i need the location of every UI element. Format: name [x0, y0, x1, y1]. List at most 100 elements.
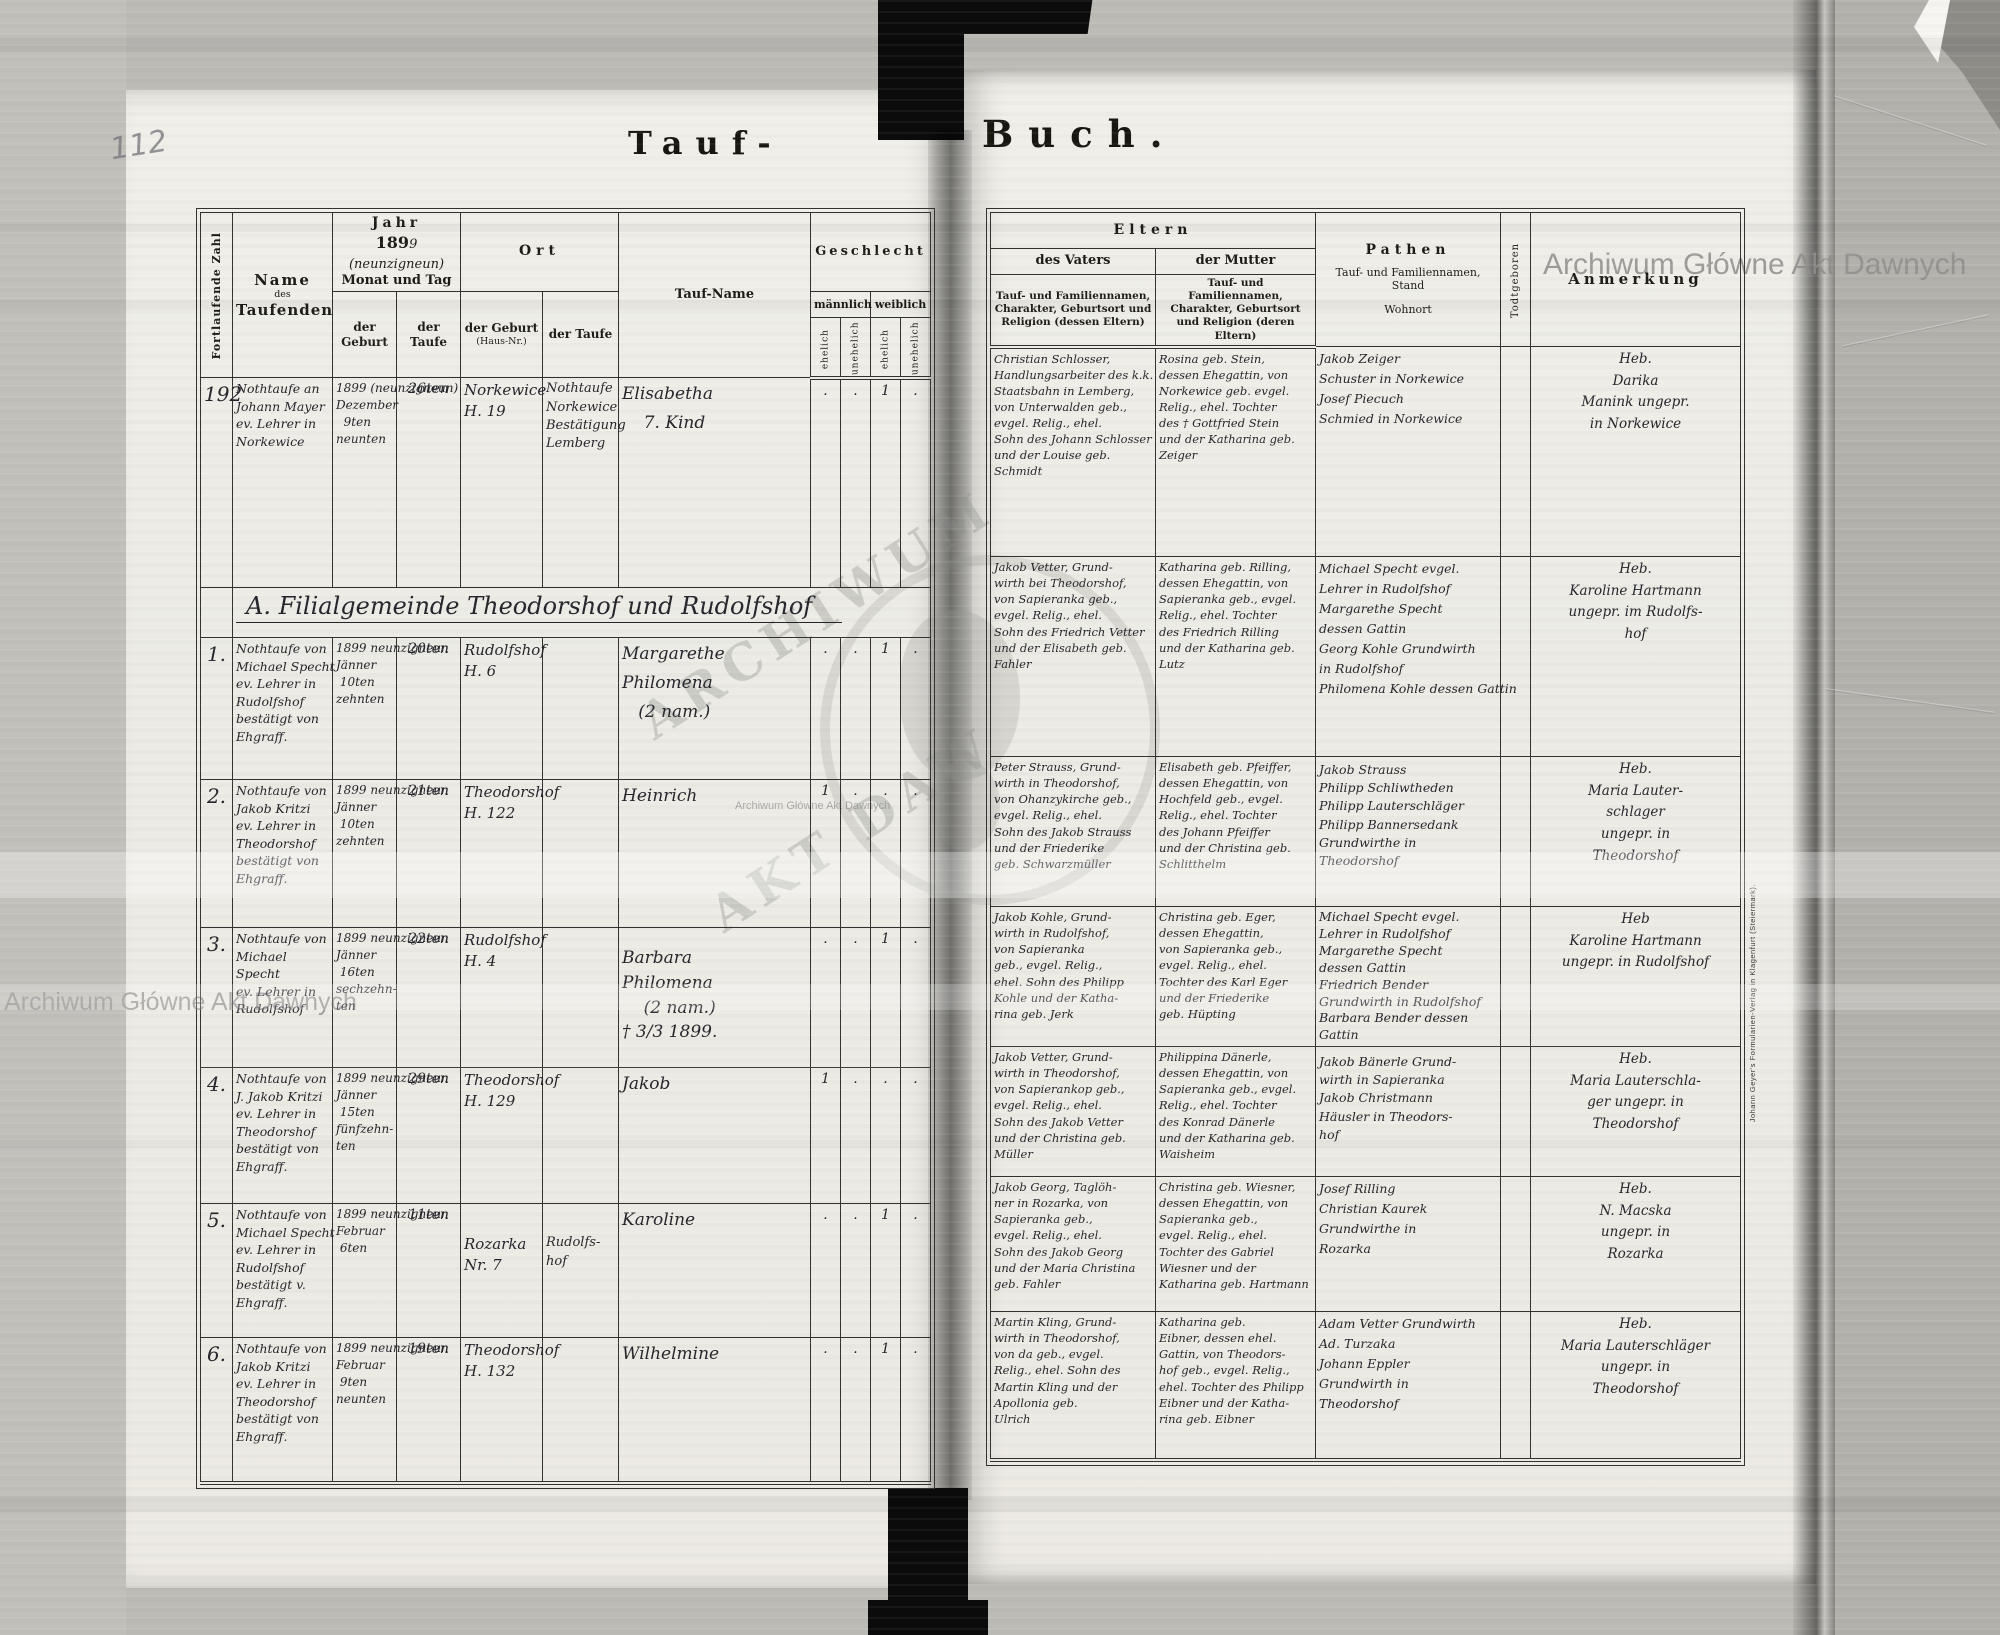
cell-4-name: Nothtaufe von J. Jakob Kritzi ev. Lehrer…: [232, 1067, 333, 1205]
cell-2-m-ehelich: 1: [810, 779, 842, 929]
cell-5-zahl: 5.: [200, 1203, 233, 1339]
cell-2-vater: Peter Strauss, Grund- wirth in Theodorsh…: [990, 756, 1156, 908]
header-pathen-label: Pathen: [1365, 242, 1451, 259]
cell-4-vater: Jakob Vetter, Grund- wirth in Theodorsho…: [990, 1046, 1156, 1178]
cell-1-mutter: Katharina geb. Rilling, dessen Ehegattin…: [1154, 556, 1317, 758]
cell-3-vater: Jakob Kohle, Grund- wirth in Rudolfshof,…: [990, 906, 1156, 1048]
scan-backing-right: [1816, 0, 2000, 1635]
cell-1-geburt-datum: 1899 neunzigneun Jänner 10ten zehnten: [332, 637, 449, 781]
cell-2-mutter: Elisabeth geb. Pfeiffer, dessen Ehegatti…: [1154, 756, 1317, 908]
scan-band: [0, 38, 2000, 52]
header-monat-der-taufe: der Taufe: [396, 291, 461, 379]
row-1-left: 1. Nothtaufe von Michael Specht ev. Lehr…: [200, 637, 932, 781]
header-pathen: Pathen Tauf- und Familiennamen, Stand Wo…: [1315, 211, 1502, 348]
cell-1-name: Nothtaufe von Michael Specht ev. Lehrer …: [232, 637, 335, 781]
header-pathen-sub1: Tauf- und Familiennamen, Stand: [1335, 265, 1481, 293]
cell-192-zahl: 192: [200, 377, 242, 589]
cell-3-todtgeboren: [1500, 906, 1532, 1048]
row-4-right: Jakob Vetter, Grund- wirth in Theodorsho…: [990, 1046, 1742, 1178]
cell-2-pathen: Jakob Strauss Philipp Schliwtheden Phili…: [1315, 756, 1502, 908]
book-edge-shadow: [1793, 0, 1835, 1635]
cell-4-taufe-datum: 29ten: [396, 1067, 461, 1205]
row-192-left: 192 Nothtaufe an Johann Mayer ev. Lehrer…: [200, 377, 932, 589]
header-weiblich-ehelich: ehelich: [870, 317, 901, 378]
row-2-right: Peter Strauss, Grund- wirth in Theodorsh…: [990, 756, 1742, 908]
cell-6-todtgeboren: [1500, 1311, 1532, 1462]
header-mutter-sub: Tauf- und Familiennamen, Charakter, Gebu…: [1154, 273, 1317, 349]
cell-2-taufe-datum: 21ten: [396, 779, 461, 929]
cell-1-w-ehelich: 1: [870, 637, 902, 781]
cell-6-ort-taufe: [541, 1337, 620, 1485]
header-maennlich: männlich: [810, 291, 872, 319]
book-title-left-part: Tauf-: [628, 124, 784, 162]
row-192-right: Christian Schlosser, Handlungsarbeiter d…: [990, 346, 1742, 558]
cell-5-m-unehelich: .: [840, 1203, 872, 1339]
ort-geburt-line1: der Geburt: [464, 321, 539, 336]
cell-4-ort-geburt: Theodorshof H. 129: [460, 1067, 559, 1205]
cell-3-taufe-datum: 22ten: [396, 927, 461, 1069]
cell-1-w-unehelich: .: [900, 637, 932, 781]
cell-5-todtgeboren: [1500, 1176, 1532, 1313]
cell-1-zahl: 1.: [200, 637, 233, 781]
header-maennlich-ehelich: ehelich: [810, 317, 841, 378]
cell-6-mutter: Katharina geb. Eibner, dessen ehel. Gatt…: [1154, 1311, 1317, 1462]
cell-5-ort-geburt: Rozarka Nr. 7: [460, 1203, 543, 1339]
scan-backing-left: [0, 0, 126, 1635]
cell-1-vater: Jakob Vetter, Grund- wirth bei Theodorsh…: [990, 556, 1156, 758]
cell-4-anmerkung: Heb. Maria Lauterschla- ger ungepr. in T…: [1530, 1046, 1742, 1178]
cell-2-zahl: 2.: [200, 779, 233, 929]
header-anmerkung: Anmerkung: [1530, 211, 1742, 348]
cell-1-taufname: Margarethe Philomena (2 nam.): [618, 637, 812, 781]
cell-4-m-ehelich: 1: [810, 1067, 842, 1205]
cell-1-pathen: Michael Specht evgel. Lehrer in Rudolfsh…: [1315, 556, 1517, 758]
header-tauf-name: Tauf-Name: [618, 211, 812, 379]
cell-5-ort-taufe: Rudolfs- hof: [541, 1203, 620, 1339]
row-6-right: Martin Kling, Grund- wirth in Theodorsho…: [990, 1311, 1742, 1462]
cell-192-ort-taufe: Nothtaufe Norkewice Bestätigung Lemberg: [541, 377, 626, 589]
cell-5-m-ehelich: .: [810, 1203, 842, 1339]
header-pathen-sub2: Wohnort: [1384, 303, 1432, 317]
cell-5-taufe-datum: 11ten: [396, 1203, 461, 1339]
cell-6-name: Nothtaufe von Jakob Kritzi ev. Lehrer in…: [232, 1337, 333, 1485]
cell-192-anmerkung: Heb. Darika Manink ungepr. in Norkewice: [1530, 346, 1742, 558]
cell-4-mutter: Philippina Dänerle, dessen Ehegattin, vo…: [1154, 1046, 1317, 1178]
cell-4-geburt-datum: 1899 neunzigneun Jänner 15ten fünfzehn- …: [332, 1067, 449, 1205]
header-ort-der-taufe: der Taufe: [541, 291, 620, 379]
header-vater-sub: Tauf- und Familiennamen, Charakter, Gebu…: [990, 273, 1156, 349]
cell-6-m-ehelich: .: [810, 1337, 842, 1485]
cell-5-mutter: Christina geb. Wiesner, dessen Ehegattin…: [1154, 1176, 1317, 1313]
cell-4-w-unehelich: .: [900, 1067, 932, 1205]
jahr-handwritten: 9 (neunzigneun): [348, 236, 445, 272]
cell-2-name: Nothtaufe von Jakob Kritzi ev. Lehrer in…: [232, 779, 333, 929]
cell-2-ort-geburt: Theodorshof H. 122: [460, 779, 559, 929]
cell-3-ort-taufe: [541, 927, 620, 1069]
section-header-filialgemeinde: A. Filialgemeinde Theodorshof und Rudolf…: [231, 587, 932, 639]
row-3-right: Jakob Kohle, Grund- wirth in Rudolfshof,…: [990, 906, 1742, 1048]
row-5-right: Jakob Georg, Taglöh- ner in Rozarka, von…: [990, 1176, 1742, 1313]
cell-2-w-ehelich: .: [870, 779, 902, 929]
row-3-left: 3. Nothtaufe von Michael Specht ev. Lehr…: [200, 927, 932, 1069]
cell-6-vater: Martin Kling, Grund- wirth in Theodorsho…: [990, 1311, 1156, 1462]
cell-3-zahl: 3.: [200, 927, 233, 1069]
cell-2-todtgeboren: [1500, 756, 1532, 908]
header-name-line1: Name: [254, 270, 311, 289]
cell-5-taufname: Karoline: [618, 1203, 812, 1339]
cell-5-vater: Jakob Georg, Taglöh- ner in Rozarka, von…: [990, 1176, 1156, 1313]
header-todtgeboren: Todtgeboren: [1500, 212, 1531, 347]
cell-3-anmerkung: Heb Karoline Hartmann ungepr. in Rudolfs…: [1530, 906, 1742, 1048]
cell-5-pathen: Josef Rilling Christian Kaurek Grundwirt…: [1315, 1176, 1502, 1313]
cell-1-m-ehelich: .: [810, 637, 842, 781]
header-eltern: Eltern: [989, 212, 1317, 249]
row-4-left: 4. Nothtaufe von J. Jakob Kritzi ev. Leh…: [200, 1067, 932, 1205]
section-header-text: A. Filialgemeinde Theodorshof und Rudolf…: [236, 592, 843, 624]
cell-5-anmerkung: Heb. N. Macska ungepr. in Rozarka: [1530, 1176, 1742, 1313]
cell-5-w-unehelich: .: [900, 1203, 932, 1339]
spine-shadow-top-wide: [937, 0, 1093, 34]
header-name-line3: Taufenden: [236, 301, 334, 320]
cell-3-mutter: Christina geb. Eger, dessen Ehegattin, v…: [1154, 906, 1317, 1048]
header-des-vaters: des Vaters: [990, 248, 1156, 275]
cell-2-ort-taufe: [541, 779, 620, 929]
spine-shadow-bottom-wide: [868, 1600, 988, 1635]
cell-4-m-unehelich: .: [840, 1067, 872, 1205]
header-geschlecht: Geschlecht: [810, 211, 932, 293]
